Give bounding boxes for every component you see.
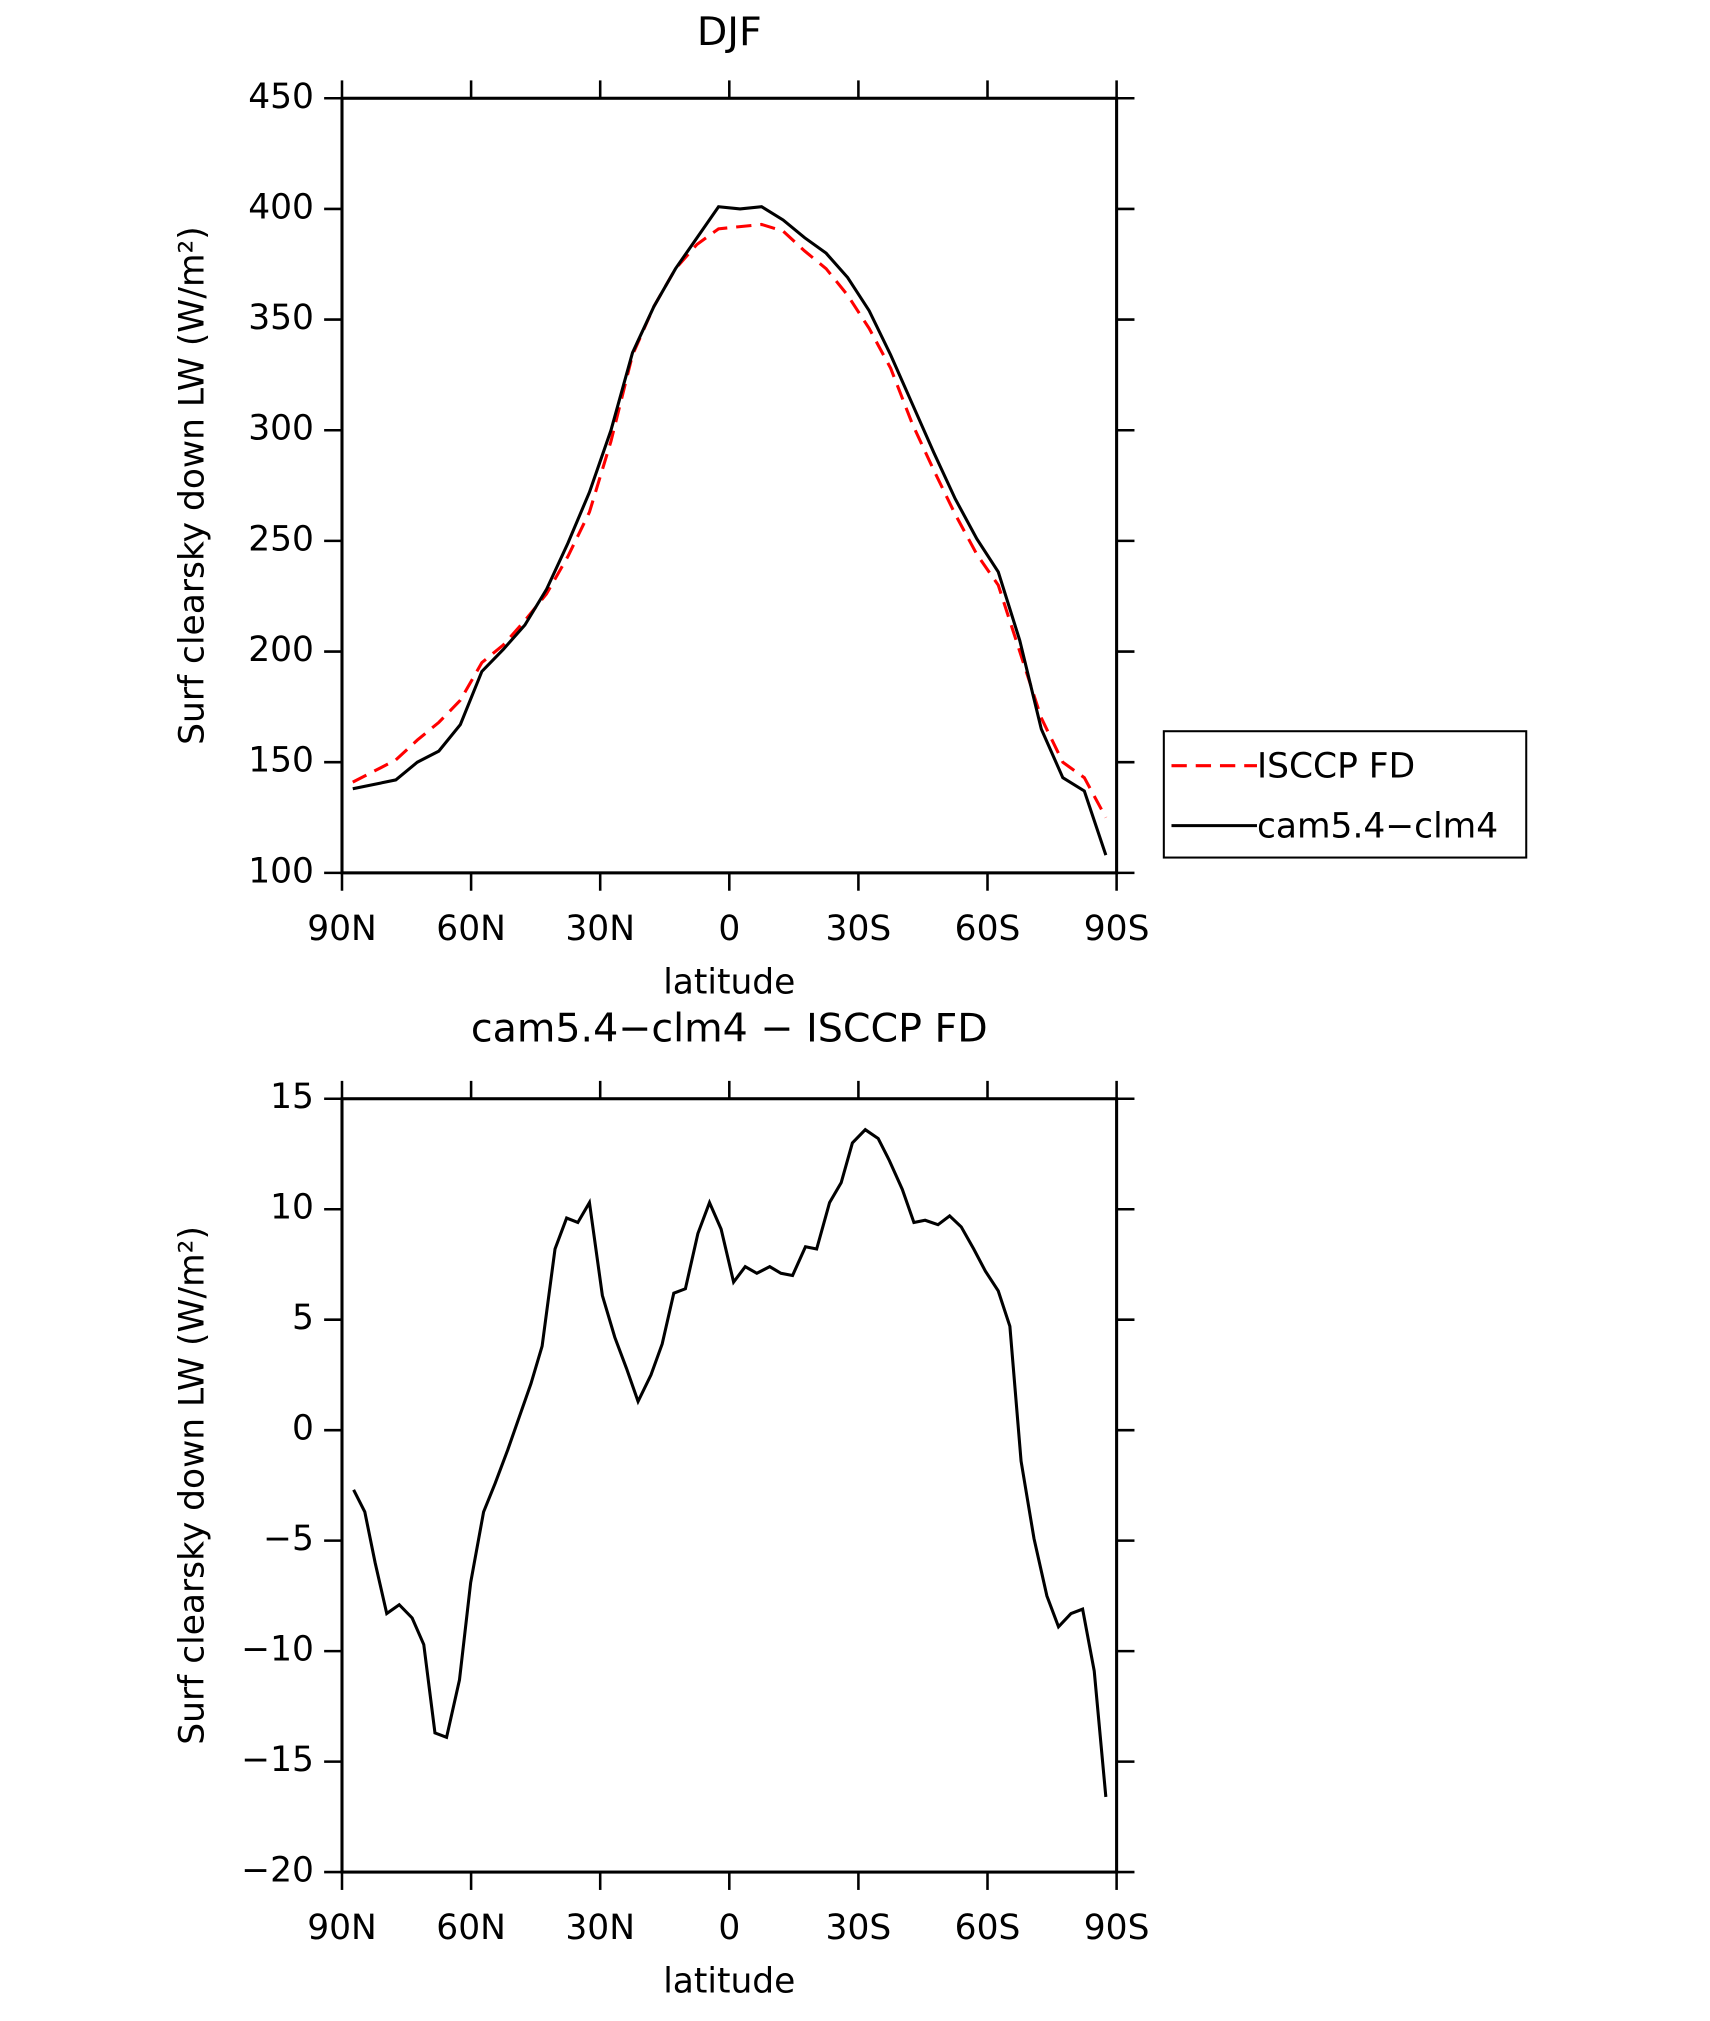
legend-box [1162,730,1528,859]
x-tick-label: 30N [565,1908,635,1948]
y-tick-label: −5 [263,1519,314,1559]
x-axis-label: latitude [663,1962,795,2002]
y-tick-label: 350 [248,298,314,338]
x-tick-label: 0 [718,909,740,949]
x-tick-label: 30S [826,909,892,949]
legend-label: cam5.4−clm4 [1257,807,1498,847]
x-tick-label: 90S [1084,909,1150,949]
x-tick-label: 30N [565,909,635,949]
y-tick-label: 200 [248,630,314,670]
data-line [352,1127,1108,1798]
x-tick-label: 90N [307,909,377,949]
x-axis-label: latitude [663,962,795,1002]
x-tick-label: 60N [436,1908,506,1948]
x-tick-label: 0 [718,1908,740,1948]
legend-label: ISCCP FD [1257,747,1415,787]
x-tick-label: 60N [436,909,506,949]
x-tick-label: 90N [307,1908,377,1948]
x-tick-label: 30S [826,1908,892,1948]
y-tick-label: 100 [248,851,314,891]
plot-frame [340,96,1119,875]
chart-title: cam5.4−clm4 − ISCCP FD [471,1006,988,1052]
series-line [352,205,1108,856]
y-axis-label: Surf clearsky down LW (W/m²) [172,1226,212,1745]
y-tick-label: 150 [248,741,314,781]
chart-title: DJF [697,9,762,55]
y-tick-label: 300 [248,409,314,449]
y-tick-label: 10 [270,1188,314,1228]
y-tick-label: −15 [241,1740,314,1780]
x-tick-label: 60S [955,1908,1021,1948]
y-tick-label: 15 [270,1077,314,1117]
y-tick-label: 5 [292,1298,314,1338]
plot-frame [340,1097,1119,1874]
y-tick-label: −10 [241,1630,314,1670]
x-tick-label: 60S [955,909,1021,949]
y-tick-label: 0 [292,1409,314,1449]
y-tick-label: 400 [248,187,314,227]
y-axis-label: Surf clearsky down LW (W/m²) [172,226,212,745]
y-tick-label: 250 [248,519,314,559]
series-line [352,222,1108,819]
y-tick-label: 450 [248,77,314,117]
y-tick-label: −20 [241,1851,314,1891]
x-tick-label: 90S [1084,1908,1150,1948]
